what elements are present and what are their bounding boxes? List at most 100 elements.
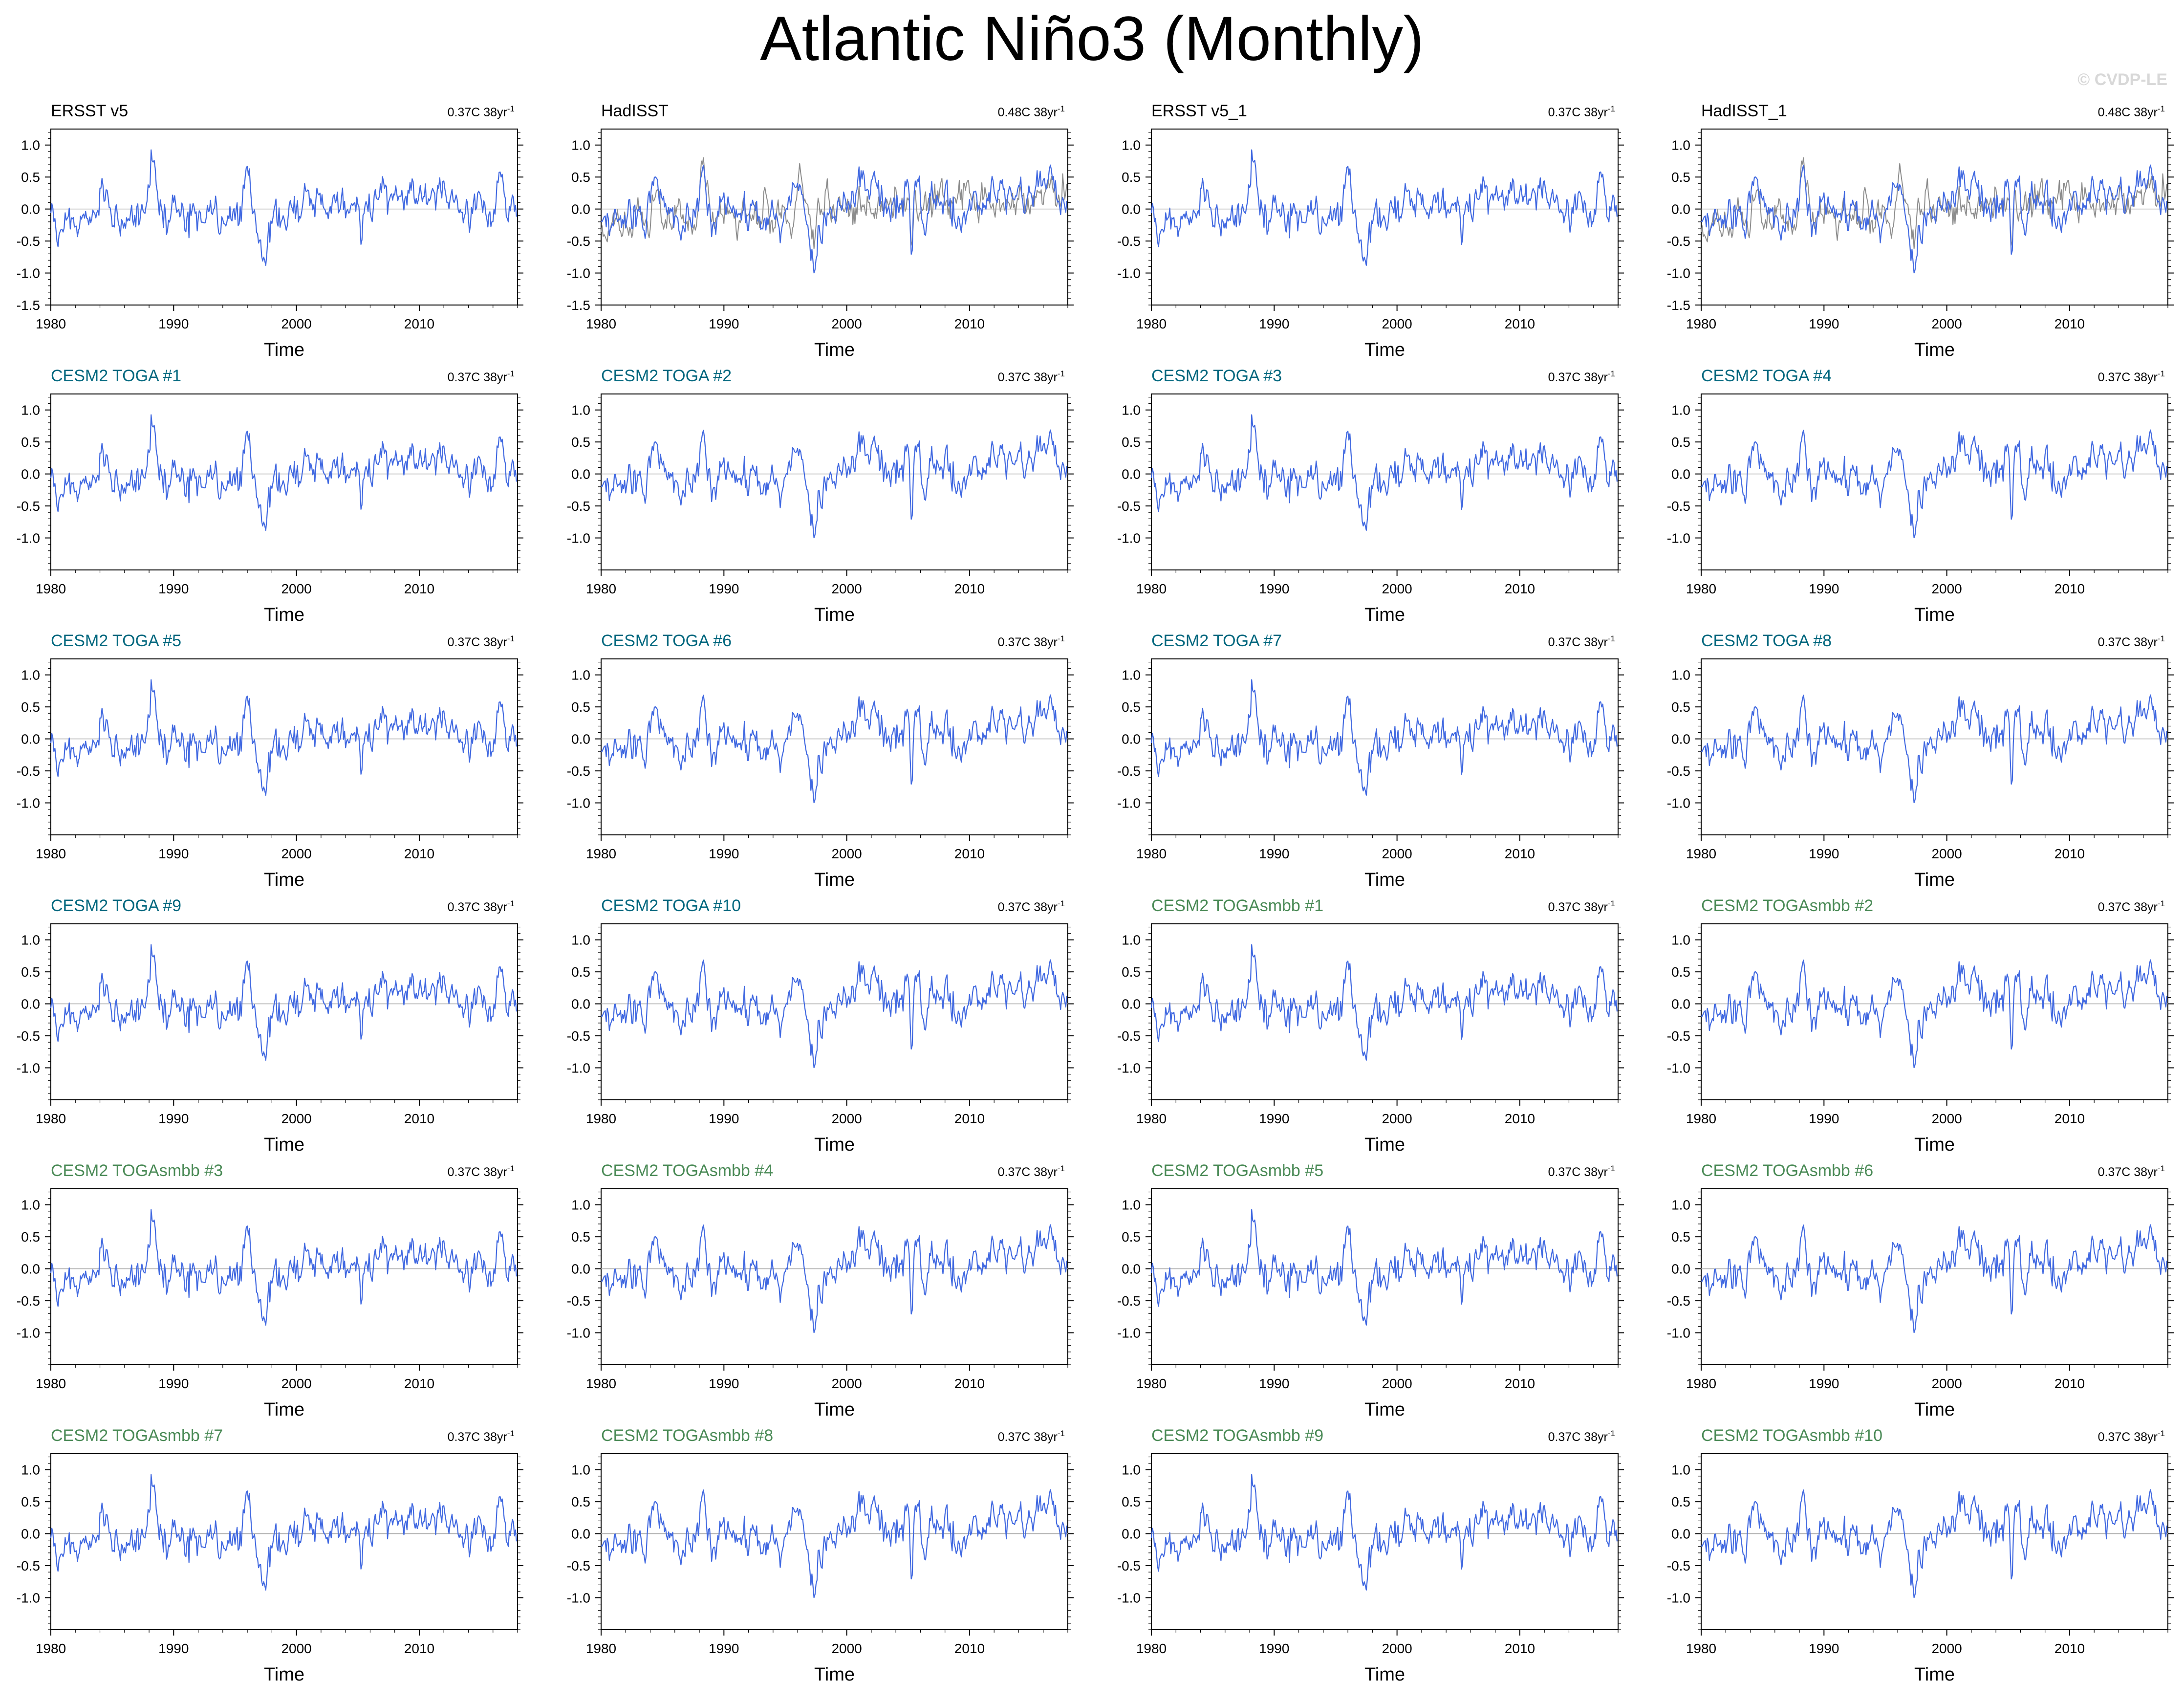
series-line bbox=[1701, 1489, 2167, 1598]
y-tick-label: -1.0 bbox=[567, 796, 590, 811]
y-tick-label: 0.5 bbox=[1671, 699, 1690, 715]
x-tick-label: 2010 bbox=[2054, 846, 2085, 861]
x-tick-label: 1980 bbox=[1686, 1111, 1716, 1126]
chart-panel: CESM2 TOGA #6 0.37C 38yr-1 -1.0 -0.5 0.0 0.5 1… bbox=[567, 632, 1074, 890]
x-tick-label: 2010 bbox=[2054, 1111, 2085, 1126]
plot-frame bbox=[50, 923, 518, 1100]
y-tick-label: -0.5 bbox=[567, 764, 590, 779]
series-line bbox=[1701, 694, 2167, 804]
x-axis-label: Time bbox=[1364, 1135, 1405, 1155]
trend-label: 0.37C 38yr-1 bbox=[1548, 104, 1615, 119]
x-tick-label: 1980 bbox=[1136, 1376, 1167, 1391]
y-tick-label: 1.0 bbox=[571, 1198, 590, 1213]
y-tick-label: -1.5 bbox=[17, 298, 40, 313]
plot-frame bbox=[1701, 1188, 2168, 1365]
x-tick-label: 1990 bbox=[1259, 1641, 1289, 1656]
y-tick-label: 0.5 bbox=[21, 1229, 40, 1244]
x-tick-label: 2000 bbox=[1931, 581, 1962, 596]
plot-frame bbox=[1151, 923, 1619, 1100]
y-tick-label: -0.5 bbox=[17, 1558, 40, 1573]
plot-frame bbox=[601, 1188, 1068, 1365]
x-tick-label: 1990 bbox=[158, 1111, 189, 1126]
y-tick-label: -1.0 bbox=[1117, 1061, 1141, 1076]
x-tick-label: 1990 bbox=[1259, 1111, 1289, 1126]
x-tick-label: 1990 bbox=[1809, 1111, 1839, 1126]
y-tick-label: 0.5 bbox=[571, 699, 590, 715]
series-line bbox=[50, 149, 517, 266]
x-tick-label: 1980 bbox=[1686, 846, 1716, 861]
y-tick-label: -0.5 bbox=[17, 764, 40, 779]
x-tick-label: 2000 bbox=[1931, 1641, 1962, 1656]
y-tick-label: 1.0 bbox=[1671, 138, 1690, 153]
series-line bbox=[50, 1474, 517, 1591]
x-tick-label: 2000 bbox=[1931, 316, 1962, 331]
x-tick-label: 1980 bbox=[36, 846, 66, 861]
x-axis-label: Time bbox=[814, 870, 855, 890]
obs-series-line bbox=[601, 157, 1067, 249]
y-tick-label: 0.0 bbox=[571, 1262, 590, 1277]
y-tick-label: 0.5 bbox=[1122, 1229, 1141, 1244]
panel-title: CESM2 TOGA #2 bbox=[601, 367, 732, 385]
x-tick-label: 1990 bbox=[709, 316, 739, 331]
y-tick-label: 0.0 bbox=[21, 467, 40, 482]
trend-label: 0.37C 38yr-1 bbox=[448, 634, 515, 649]
y-tick-label: 1.0 bbox=[1671, 1198, 1690, 1213]
x-tick-label: 2000 bbox=[1931, 1111, 1962, 1126]
chart-panel: CESM2 TOGAsmbb #9 0.37C 38yr-1 -1.0 -0.5 0.0… bbox=[1117, 1426, 1624, 1685]
page-title: Atlantic Niño3 (Monthly) bbox=[760, 4, 1424, 74]
chart-panel: CESM2 TOGA #5 0.37C 38yr-1 -1.0 -0.5 0.0 0.5 1… bbox=[17, 632, 523, 890]
y-tick-label: -0.5 bbox=[17, 1293, 40, 1309]
series-line bbox=[50, 944, 517, 1061]
panel-title: CESM2 TOGA #8 bbox=[1701, 632, 1832, 650]
trend-label: 0.37C 38yr-1 bbox=[1548, 899, 1615, 914]
x-tick-label: 1990 bbox=[1259, 846, 1289, 861]
trend-label: 0.37C 38yr-1 bbox=[998, 634, 1065, 649]
y-tick-label: 0.5 bbox=[21, 699, 40, 715]
y-tick-label: -0.5 bbox=[1667, 764, 1690, 779]
x-tick-label: 2010 bbox=[1505, 1376, 1535, 1391]
x-tick-label: 1990 bbox=[709, 581, 739, 596]
x-tick-label: 1980 bbox=[1686, 1641, 1716, 1656]
series-line bbox=[601, 164, 1067, 274]
y-tick-label: 0.0 bbox=[571, 467, 590, 482]
trend-label: 0.37C 38yr-1 bbox=[1548, 369, 1615, 384]
x-tick-label: 2000 bbox=[1382, 581, 1412, 596]
trend-label: 0.37C 38yr-1 bbox=[998, 1164, 1065, 1179]
panel-title: CESM2 TOGA #4 bbox=[1701, 367, 1832, 385]
x-tick-label: 2010 bbox=[404, 581, 434, 596]
x-tick-label: 1980 bbox=[586, 581, 616, 596]
series-line bbox=[1150, 944, 1618, 1061]
y-tick-label: -0.5 bbox=[567, 1558, 590, 1573]
trend-label: 0.37C 38yr-1 bbox=[1548, 1164, 1615, 1179]
y-tick-label: 0.0 bbox=[1671, 1262, 1690, 1277]
trend-label: 0.48C 38yr-1 bbox=[998, 104, 1065, 119]
y-tick-label: -1.0 bbox=[1117, 266, 1141, 281]
y-tick-label: -1.0 bbox=[17, 1591, 40, 1606]
y-tick-label: 0.0 bbox=[1671, 997, 1690, 1012]
series-line bbox=[1701, 429, 2167, 539]
x-tick-label: 2000 bbox=[281, 581, 311, 596]
series-line bbox=[50, 414, 517, 531]
plot-frame bbox=[50, 658, 518, 835]
x-tick-label: 2000 bbox=[1382, 1111, 1412, 1126]
x-tick-label: 2000 bbox=[281, 316, 311, 331]
x-tick-label: 2010 bbox=[1505, 846, 1535, 861]
y-tick-label: 0.0 bbox=[1671, 467, 1690, 482]
panel-title: HadISST bbox=[601, 102, 669, 120]
x-tick-label: 2000 bbox=[831, 316, 862, 331]
y-tick-label: 0.5 bbox=[571, 964, 590, 980]
y-tick-label: -0.5 bbox=[567, 1293, 590, 1309]
y-tick-label: -1.0 bbox=[567, 531, 590, 546]
y-tick-label: 1.0 bbox=[1671, 403, 1690, 418]
plot-frame bbox=[50, 393, 518, 570]
trend-label: 0.37C 38yr-1 bbox=[998, 369, 1065, 384]
x-tick-label: 1980 bbox=[36, 1641, 66, 1656]
x-tick-label: 2010 bbox=[1505, 1641, 1535, 1656]
y-tick-label: 0.5 bbox=[1122, 170, 1141, 185]
y-tick-label: -0.5 bbox=[1117, 1558, 1141, 1573]
panel-title: CESM2 TOGA #3 bbox=[1151, 367, 1282, 385]
y-tick-label: 0.0 bbox=[1122, 1262, 1141, 1277]
x-tick-label: 1980 bbox=[1686, 1376, 1716, 1391]
watermark: © CVDP-LE bbox=[2077, 70, 2167, 89]
x-tick-label: 1980 bbox=[586, 1111, 616, 1126]
